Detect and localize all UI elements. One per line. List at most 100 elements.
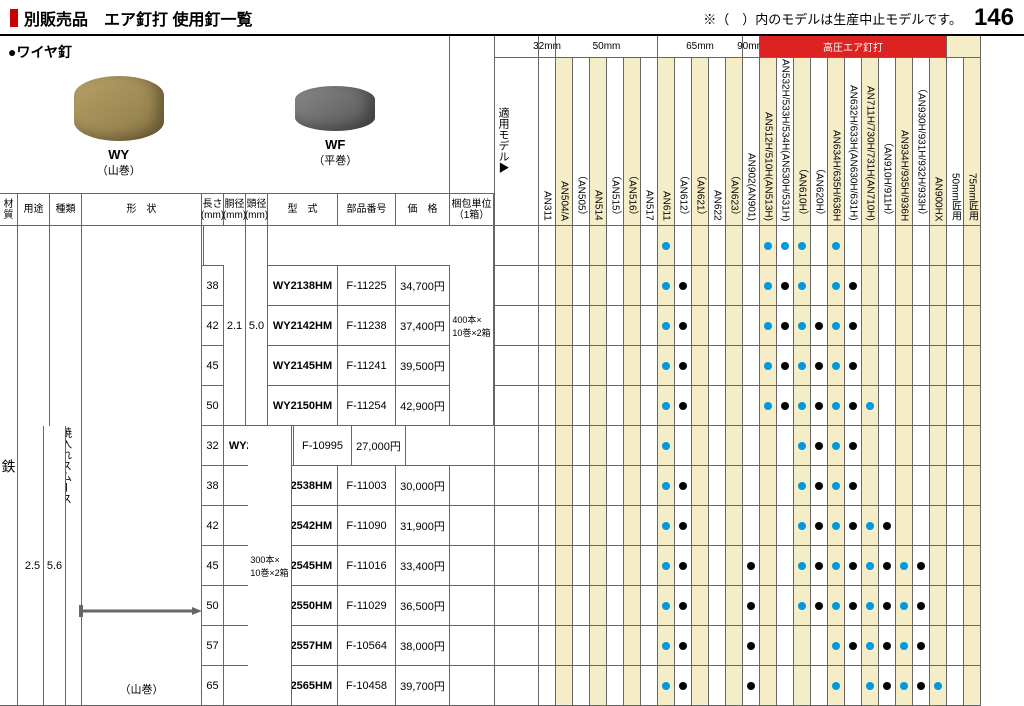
cell-part: F-10458: [338, 666, 396, 705]
compat-cell: [675, 506, 692, 545]
compat-cell: [726, 266, 743, 305]
compat-cell: [726, 346, 743, 385]
cell-part: F-11016: [338, 546, 396, 585]
compat-cell: [845, 386, 862, 425]
compat-cell: [794, 666, 811, 705]
cell-price: 36,500円: [396, 586, 450, 625]
compat-cell: [777, 586, 794, 625]
compat-cell: [590, 346, 607, 385]
col-head-body_dia: 胴径(mm): [224, 194, 246, 225]
cell-part: F-10995: [294, 426, 352, 465]
main-table: ●ワイヤ釘WY（山巻）WF（平巻）材質用途種類形 状長さ(mm)胴径(mm)頭径…: [0, 36, 1024, 706]
compat-cell: [658, 506, 675, 545]
compat-cell: [862, 626, 879, 665]
compat-cell: [794, 306, 811, 345]
compat-cell: [828, 226, 845, 265]
compat-cell: [777, 626, 794, 665]
compat-cell: [760, 386, 777, 425]
compat-cell: [692, 506, 709, 545]
model-name: （AN621）: [692, 58, 709, 225]
compat-cell: [879, 226, 896, 265]
compat-cell: [624, 626, 641, 665]
compat-cell: [811, 306, 828, 345]
compat-cell: [641, 226, 658, 265]
cell-price: 33,400円: [396, 546, 450, 585]
compat-cell: [726, 586, 743, 625]
compat-cell: [556, 506, 573, 545]
compat-cell: [743, 546, 760, 585]
compat-cell: [624, 466, 641, 505]
model-name: AN514: [590, 58, 607, 225]
page-number: 146: [974, 4, 1014, 32]
model-name: （AN910H/911H）: [879, 58, 896, 225]
compat-cell: [811, 626, 828, 665]
compat-cell: [760, 506, 777, 545]
model-name: AN611: [658, 58, 675, 225]
compat-cell: [947, 666, 964, 705]
compat-cell: [947, 626, 964, 665]
compat-cell: [811, 226, 828, 265]
product-title: ●ワイヤ釘: [0, 36, 449, 68]
compat-cell: [845, 506, 862, 545]
compat-cell: [879, 506, 896, 545]
compat-cell: [930, 386, 947, 425]
compat-cell: [726, 466, 743, 505]
compat-cell: [743, 266, 760, 305]
compat-cell: [862, 666, 879, 705]
compat-cell: [539, 666, 556, 705]
compat-cell: [964, 226, 981, 265]
compat-cell: [760, 586, 777, 625]
model-name: AN512H/510H(AN513H): [760, 58, 777, 225]
compat-cell: [658, 386, 675, 425]
compat-cell: [794, 546, 811, 585]
compat-cell: [743, 426, 760, 465]
compat-cell: [692, 426, 709, 465]
compat-cell: [607, 306, 624, 345]
model-group: 90mm: [743, 36, 760, 57]
compat-cell: [879, 626, 896, 665]
cell-price: 39,700円: [396, 666, 450, 705]
compat-cell: [624, 666, 641, 705]
left-section: ●ワイヤ釘WY（山巻）WF（平巻）材質用途種類形 状長さ(mm)胴径(mm)頭径…: [0, 36, 495, 706]
compat-cell: [794, 466, 811, 505]
compat-cell: [573, 546, 590, 585]
compat-cell: [828, 266, 845, 305]
compat-cell: [947, 306, 964, 345]
compat-cell: [709, 226, 726, 265]
compat-cell: [845, 266, 862, 305]
compat-cell: [811, 426, 828, 465]
compat-cell: [862, 306, 879, 345]
compat-cell: [777, 266, 794, 305]
compat-cell: [709, 266, 726, 305]
compat-cell: [777, 546, 794, 585]
compat-cell: [692, 386, 709, 425]
compat-cell: [947, 546, 964, 585]
model-name: （AN505）: [573, 58, 590, 225]
compat-cell: [658, 466, 675, 505]
compat-cell: [573, 346, 590, 385]
compat-cell: [539, 586, 556, 625]
cell-price: 27,000円: [352, 426, 406, 465]
compat-cell: [862, 266, 879, 305]
col-head-material: 材質: [0, 194, 18, 225]
compat-cell: [573, 226, 590, 265]
cell-model: WY2142HM: [268, 306, 338, 345]
compat-cell: [845, 466, 862, 505]
compat-cell: [624, 586, 641, 625]
compat-cell: [930, 266, 947, 305]
compat-cell: [760, 546, 777, 585]
compat-cell: [845, 226, 862, 265]
col-head-price: 価 格: [396, 194, 450, 225]
compat-cell: [539, 546, 556, 585]
compat-cell: [675, 306, 692, 345]
compat-cell: [828, 386, 845, 425]
compat-cell: [709, 306, 726, 345]
compat-cell: [964, 666, 981, 705]
compat-cell: [845, 306, 862, 345]
compat-cell: [930, 586, 947, 625]
model-name: AN632H/633H(AN630H/631H): [845, 58, 862, 225]
compat-cell: [964, 386, 981, 425]
compat-cell: [896, 666, 913, 705]
col-head-use: 用途: [18, 194, 50, 225]
compat-cell: [794, 266, 811, 305]
